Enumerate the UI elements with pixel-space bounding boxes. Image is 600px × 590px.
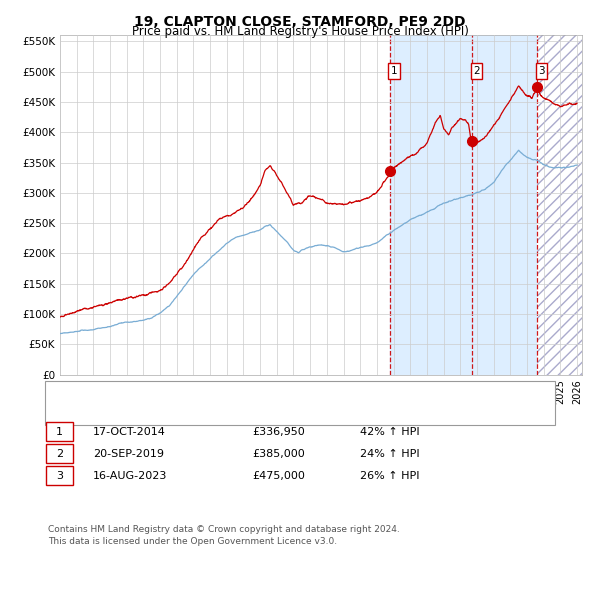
Text: 2: 2 — [473, 66, 480, 76]
Text: 1: 1 — [56, 427, 63, 437]
Text: £475,000: £475,000 — [252, 471, 305, 480]
Text: 2: 2 — [56, 449, 63, 458]
Text: 1: 1 — [391, 66, 398, 76]
Text: 17-OCT-2014: 17-OCT-2014 — [93, 427, 166, 437]
Text: 3: 3 — [56, 471, 63, 480]
Text: 20-SEP-2019: 20-SEP-2019 — [93, 449, 164, 458]
Text: 16-AUG-2023: 16-AUG-2023 — [93, 471, 167, 480]
Text: 19, CLAPTON CLOSE, STAMFORD, PE9 2DD: 19, CLAPTON CLOSE, STAMFORD, PE9 2DD — [134, 15, 466, 29]
Text: This data is licensed under the Open Government Licence v3.0.: This data is licensed under the Open Gov… — [48, 537, 337, 546]
Text: £336,950: £336,950 — [252, 427, 305, 437]
Text: Contains HM Land Registry data © Crown copyright and database right 2024.: Contains HM Land Registry data © Crown c… — [48, 525, 400, 534]
Text: £385,000: £385,000 — [252, 449, 305, 458]
Bar — [538, 35, 582, 375]
Text: 42% ↑ HPI: 42% ↑ HPI — [360, 427, 419, 437]
Text: 3: 3 — [538, 66, 545, 76]
Text: HPI: Average price, detached house, South Kesteven: HPI: Average price, detached house, Sout… — [96, 406, 384, 416]
Text: 26% ↑ HPI: 26% ↑ HPI — [360, 471, 419, 480]
Text: 24% ↑ HPI: 24% ↑ HPI — [360, 449, 419, 458]
Text: 19, CLAPTON CLOSE, STAMFORD, PE9 2DD (detached house): 19, CLAPTON CLOSE, STAMFORD, PE9 2DD (de… — [96, 389, 429, 399]
Bar — [390, 35, 538, 375]
Text: Price paid vs. HM Land Registry's House Price Index (HPI): Price paid vs. HM Land Registry's House … — [131, 25, 469, 38]
